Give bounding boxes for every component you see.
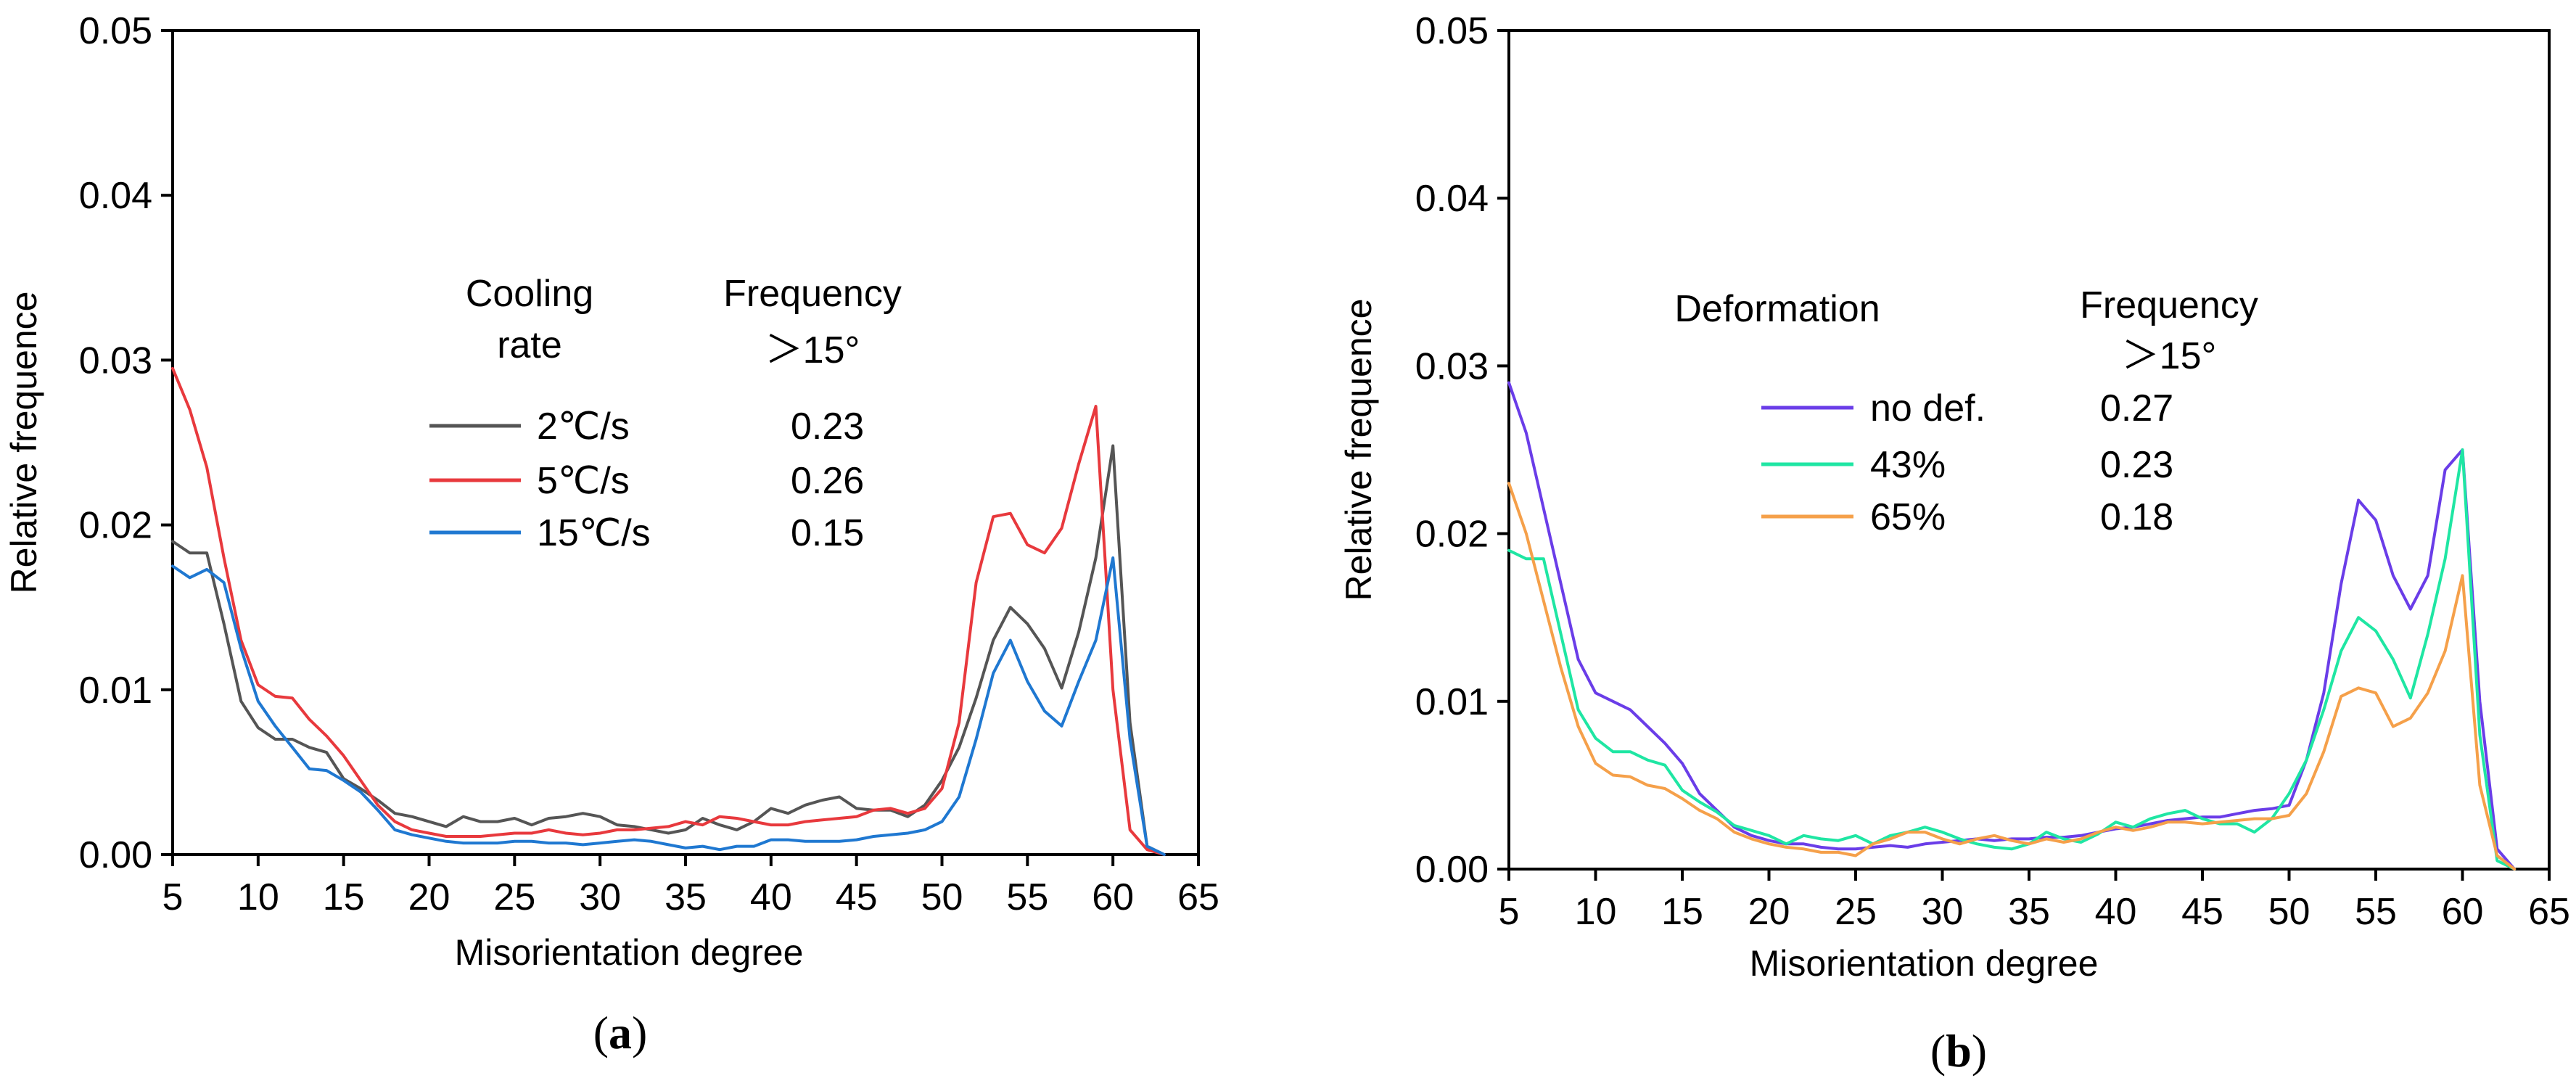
x-axis-label: Misorientation degree [455,932,804,973]
x-tick-label: 5 [162,876,184,918]
x-tick-label: 5 [1499,891,1520,933]
series-line-3 [171,556,1166,856]
x-tick-label: 55 [2355,891,2397,933]
y-tick-label: 0.02 [79,505,152,547]
caption-open: ( [593,1007,609,1058]
frequency-header: ＞15° [2122,335,2217,377]
series-line-3 [1507,482,2517,871]
x-tick-label: 35 [2008,891,2050,933]
x-tick-label: 60 [2442,891,2484,933]
x-tick-label: 15 [1661,891,1703,933]
legend-header: rate [497,324,562,366]
y-axis-label: Relative frequence [1338,299,1379,601]
legend-frequency: 0.15 [791,512,864,554]
frequency-header: Frequency [2080,284,2258,326]
x-tick-label: 55 [1006,876,1048,918]
x-tick-label: 65 [2528,891,2570,933]
x-tick-label: 45 [2181,891,2223,933]
series-line-2 [171,366,1166,856]
x-tick-label: 15 [323,876,365,918]
x-tick-label: 35 [664,876,707,918]
x-tick-label: 60 [1092,876,1134,918]
panel-b: 5 10 15 20 25 30 35 40 45 50 55 60 65 0.00 0.01 0.02 0.0… [1338,10,2570,1077]
x-tick-label: 25 [1835,891,1877,933]
x-tick-label: 40 [2095,891,2137,933]
plot-frame [171,29,1200,856]
caption-close: ) [1972,1025,1987,1077]
legend-frequency: 0.23 [2100,444,2173,486]
legend-header: Deformation [1674,288,1880,330]
y-tick-label: 0.00 [1415,849,1489,891]
legend-frequency: 0.18 [2100,496,2173,538]
legend-label: 65% [1870,496,1946,538]
y-tick-label: 0.01 [1415,681,1489,723]
y-tick-label: 0.04 [79,175,152,217]
x-tick-label: 20 [1748,891,1790,933]
x-tick-label: 50 [2268,891,2310,933]
x-tick-label: 10 [1575,891,1617,933]
legend-label: 43% [1870,444,1946,486]
x-tick-label: 65 [1177,876,1219,918]
y-tick-label: 0.02 [1415,514,1489,556]
y-tick-label: 0.04 [1415,178,1489,220]
y-tick-label: 0.05 [79,10,152,52]
x-tick-label: 25 [493,876,535,918]
frequency-header: ＞15° [765,329,860,371]
panel-caption: (a) [593,1007,648,1058]
x-tick-label: 50 [921,876,963,918]
legend-frequency: 0.23 [791,406,864,448]
legend-frequency: 0.27 [2100,387,2173,429]
frequency-header: Frequency [723,273,902,315]
legend-label: 5℃/s [537,460,630,502]
x-tick-label: 30 [579,876,621,918]
legend-frequency: 0.26 [791,460,864,502]
y-axis-label: Relative frequence [4,292,44,594]
x-tick-label: 45 [836,876,878,918]
y-tick-label: 0.00 [79,834,152,876]
legend-label: no def. [1870,387,1986,429]
x-tick-label: 30 [1922,891,1964,933]
x-axis-label: Misorientation degree [1750,943,2099,984]
panel-caption: (b) [1930,1025,1987,1077]
series-line-2 [1507,448,2517,871]
y-tick-label: 0.01 [79,670,152,712]
caption-letter: a [609,1007,632,1058]
legend-header: Cooling [466,273,593,315]
legend-label: 2℃/s [537,406,630,448]
caption-open: ( [1930,1025,1946,1077]
x-tick-label: 20 [408,876,450,918]
x-tick-label: 10 [237,876,279,918]
caption-close: ) [632,1007,647,1058]
series-line-1 [1507,381,2517,871]
y-tick-label: 0.05 [1415,10,1489,52]
caption-letter: b [1946,1025,1972,1077]
series-line-1 [171,444,1166,856]
y-tick-label: 0.03 [1415,345,1489,387]
legend-label: 15℃/s [537,512,651,554]
y-tick-label: 0.03 [79,340,152,382]
panel-a: 5 10 15 20 25 30 35 40 45 50 55 60 65 0.00 0.01 0.02 0.0… [4,10,1219,1058]
x-tick-label: 40 [750,876,792,918]
